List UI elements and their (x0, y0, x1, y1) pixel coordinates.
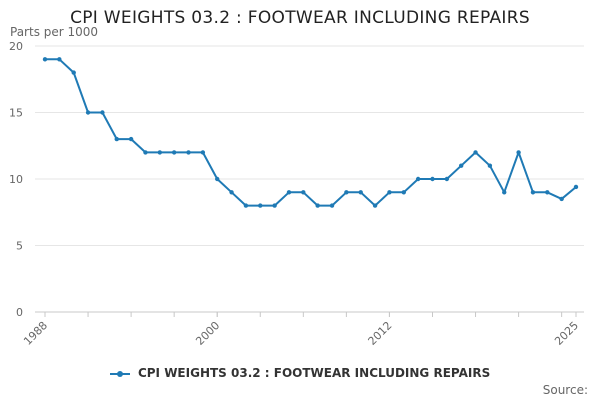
data-point (215, 176, 220, 182)
data-point (545, 190, 550, 195)
data-point (444, 176, 450, 182)
data-point (473, 150, 478, 155)
data-point (71, 70, 76, 75)
data-point (487, 163, 493, 168)
data-point (458, 163, 464, 168)
data-point (128, 136, 134, 142)
legend-swatch-icon (109, 369, 130, 379)
data-point (329, 203, 335, 208)
data-point (301, 190, 306, 195)
data-point (415, 176, 421, 182)
data-point (143, 150, 148, 155)
data-point (229, 190, 234, 195)
x-tick-label: 1988 (21, 319, 50, 348)
x-tick-label: 2000 (193, 319, 222, 348)
y-tick-label: 15 (9, 107, 23, 120)
data-point (272, 203, 277, 208)
data-point (315, 203, 320, 208)
data-point (573, 184, 579, 190)
data-point (258, 203, 263, 208)
data-point (559, 196, 564, 202)
data-point (401, 190, 406, 195)
data-point (114, 136, 119, 142)
data-point (85, 110, 91, 115)
data-point (516, 150, 521, 155)
y-tick-label: 10 (9, 173, 23, 186)
data-point (171, 150, 177, 155)
data-point (502, 190, 507, 195)
data-point (186, 150, 191, 155)
legend[interactable]: CPI WEIGHTS 03.2 : FOOTWEAR INCLUDING RE… (0, 366, 600, 380)
y-tick-label: 5 (16, 240, 23, 253)
data-point (530, 190, 536, 195)
data-point (286, 190, 292, 195)
legend-label: CPI WEIGHTS 03.2 : FOOTWEAR INCLUDING RE… (137, 366, 491, 380)
data-point (42, 57, 48, 62)
source-label: Source: (542, 383, 588, 397)
data-point (430, 176, 435, 182)
data-point (200, 150, 206, 155)
data-point (57, 57, 62, 62)
y-tick-label: 20 (9, 40, 23, 53)
y-tick-label: 0 (16, 306, 23, 319)
data-point (358, 190, 363, 195)
data-point (100, 110, 105, 115)
data-point (243, 203, 249, 208)
series-line (45, 58, 577, 207)
data-point (157, 150, 163, 155)
x-tick-label: 2025 (552, 319, 581, 348)
y-axis-unit-label: Parts per 1000 (10, 25, 99, 39)
data-point (344, 190, 349, 195)
chart-title: CPI WEIGHTS 03.2 : FOOTWEAR INCLUDING RE… (70, 8, 530, 28)
data-point (372, 203, 378, 208)
x-tick-label: 2012 (366, 319, 395, 348)
data-point (387, 190, 392, 195)
